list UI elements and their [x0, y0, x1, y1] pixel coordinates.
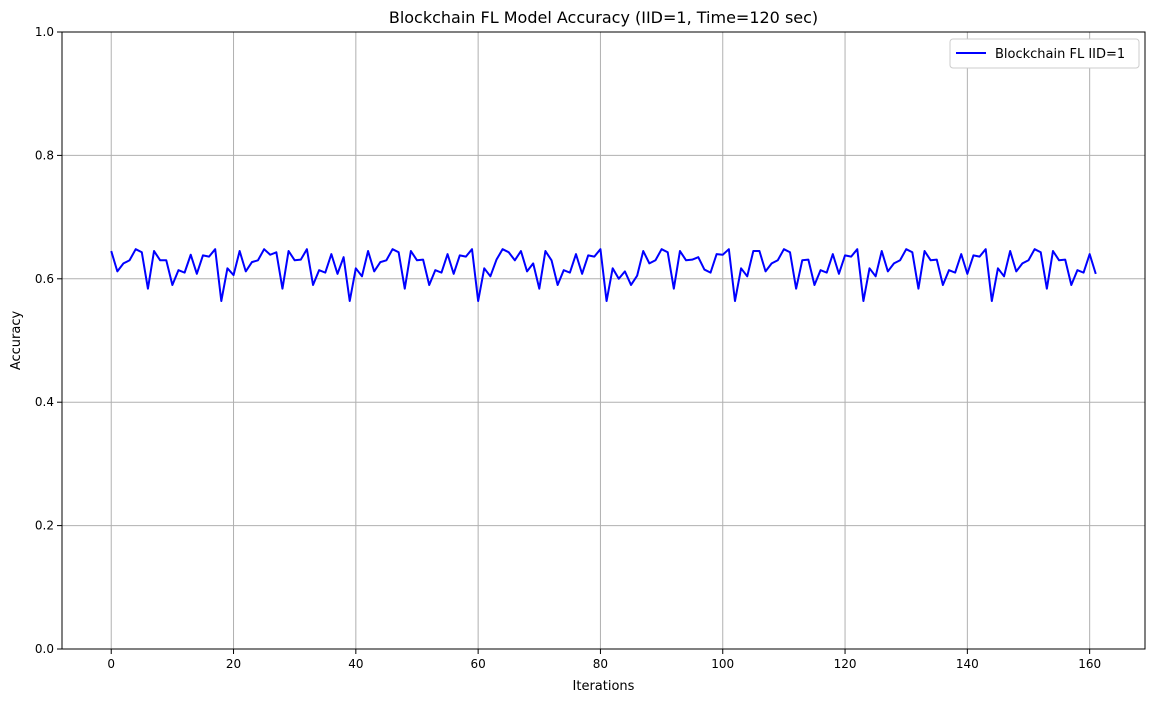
axis-ticks: 0 20 40 60 80 100 120 140 160 0.0 0.2 0.4 0.6 0.8 1.0	[35, 25, 1101, 671]
plot-frame	[61, 31, 1146, 650]
x-tick-label: 60	[470, 657, 485, 671]
y-tick-label: 1.0	[35, 25, 54, 39]
y-tick-label: 0.2	[35, 519, 54, 533]
x-tick-label: 140	[956, 657, 979, 671]
chart-title: Blockchain FL Model Accuracy (IID=1, Tim…	[389, 8, 818, 27]
x-axis-label: Iterations	[573, 679, 635, 694]
x-tick-label: 20	[226, 657, 241, 671]
series-line-blockchain-fl	[110, 248, 1097, 303]
y-tick-label: 0.0	[35, 642, 54, 656]
legend: Blockchain FL IID=1	[949, 38, 1140, 69]
y-axis-label: Accuracy	[9, 311, 24, 371]
x-tick-label: 80	[593, 657, 608, 671]
x-tick-label: 120	[834, 657, 857, 671]
x-tick-label: 160	[1078, 657, 1101, 671]
x-tick-label: 0	[107, 657, 115, 671]
grid-lines	[62, 31, 1145, 650]
x-tick-label: 40	[348, 657, 363, 671]
y-tick-label: 0.6	[35, 272, 54, 286]
legend-label: Blockchain FL IID=1	[995, 47, 1125, 62]
y-tick-label: 0.4	[35, 395, 54, 409]
legend-box	[949, 38, 1140, 69]
y-tick-label: 0.8	[35, 148, 54, 162]
x-tick-label: 100	[711, 657, 734, 671]
